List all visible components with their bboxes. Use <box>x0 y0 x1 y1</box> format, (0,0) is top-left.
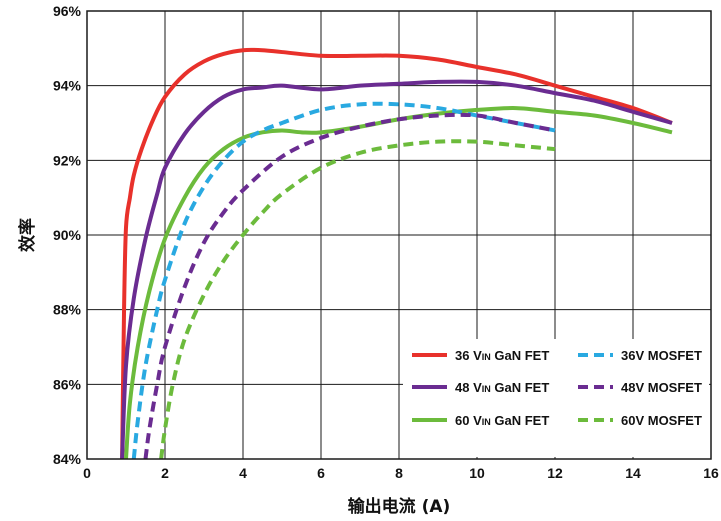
legend-box <box>403 339 709 457</box>
legend-label-prefix: 60 V <box>455 413 482 428</box>
y-tick-label: 92% <box>53 152 82 168</box>
legend-label-suffix: GaN FET <box>491 380 550 395</box>
x-tick-label: 2 <box>161 465 169 481</box>
legend-label-2: 48 VIN GaN FET <box>455 380 549 395</box>
legend-label-prefix: 48V MOSFET <box>621 380 702 395</box>
y-tick-label: 96% <box>53 3 82 19</box>
legend-label-3: 60 VIN GaN FET <box>455 413 549 428</box>
y-tick-label: 88% <box>53 302 82 318</box>
x-axis-title: 输出电流 (A) <box>348 496 451 517</box>
legend-label-prefix: 36 V <box>455 348 482 363</box>
legend-label-subscript: IN <box>482 384 491 394</box>
x-tick-label: 4 <box>239 465 247 481</box>
legend-label-prefix: 36V MOSFET <box>621 348 702 363</box>
legend-label-subscript: IN <box>482 417 491 427</box>
legend-label-subscript: IN <box>482 352 491 362</box>
x-tick-label: 10 <box>469 465 485 481</box>
y-tick-label: 94% <box>53 78 82 94</box>
legend-label-suffix: GaN FET <box>491 413 550 428</box>
legend-label-1: 36 VIN GaN FET <box>455 348 549 363</box>
legend-label-prefix: 60V MOSFET <box>621 413 702 428</box>
legend-label-suffix: GaN FET <box>491 348 550 363</box>
y-tick-label: 86% <box>53 376 82 392</box>
plot-frame <box>86 10 712 460</box>
legend-label-prefix: 48 V <box>455 380 482 395</box>
series-line-2 <box>120 79 673 459</box>
x-tick-label: 16 <box>703 465 719 481</box>
x-tick-label: 8 <box>395 465 403 481</box>
series-lines <box>120 47 673 459</box>
series-line-4 <box>131 101 556 459</box>
series-line-1 <box>120 47 673 459</box>
axis-ticks: 0 2 4 6 8 10 12 14 16 84% 86% 88% 90% 92% 94% 96% <box>53 3 719 481</box>
legend-label-5: 48V MOSFET <box>621 380 702 395</box>
x-tick-label: 12 <box>547 465 563 481</box>
series-line-6 <box>159 139 556 459</box>
legend-label-6: 60V MOSFET <box>621 413 702 428</box>
y-axis-title: 效率 <box>17 218 38 252</box>
y-tick-label: 84% <box>53 451 82 467</box>
y-tick-label: 90% <box>53 227 82 243</box>
x-tick-label: 0 <box>83 465 91 481</box>
legend-label-4: 36V MOSFET <box>621 348 702 363</box>
series-line-3 <box>124 106 673 459</box>
x-tick-label: 14 <box>625 465 641 481</box>
x-tick-label: 6 <box>317 465 325 481</box>
